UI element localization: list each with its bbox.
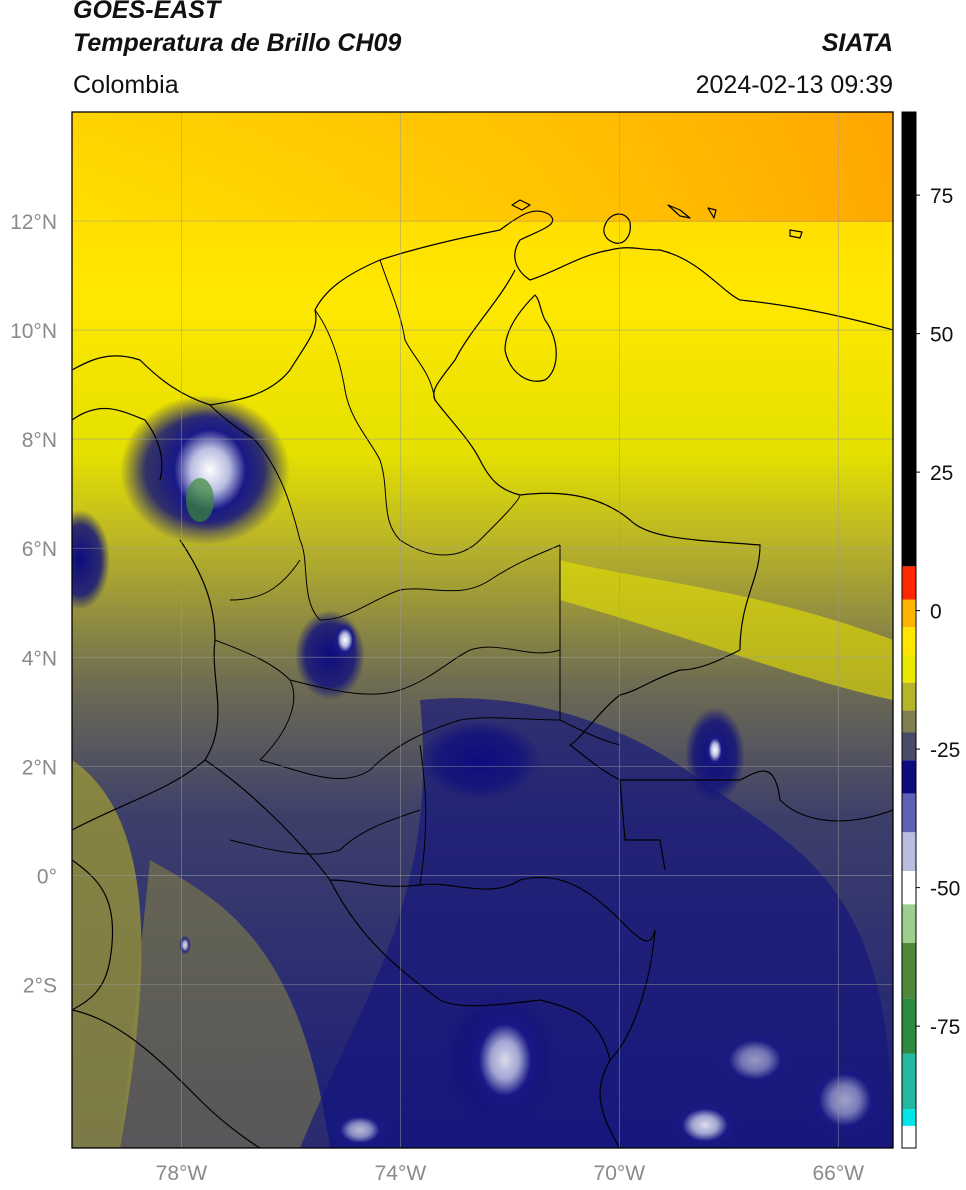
colorbar-tick-label: -75	[930, 1016, 960, 1039]
colorbar-tick-labels: 75 50 25 0 -25 -50 -75	[916, 185, 960, 1039]
lat-tick-label: 12°N	[10, 211, 57, 234]
pacific-coastline	[72, 539, 219, 831]
colorbar-tick-label: 50	[930, 324, 953, 347]
colorbar-tick-label: 0	[930, 601, 942, 624]
colorbar-tick-label: -25	[930, 739, 960, 762]
lon-tick-label: 66°W	[812, 1162, 864, 1185]
lat-tick-label: 2°S	[23, 974, 57, 997]
colorbar-tick-label: 25	[930, 462, 953, 485]
colombia-ecuador-border	[204, 759, 656, 942]
colorbar-segment	[902, 760, 916, 794]
colorbar-segment	[902, 710, 916, 733]
aruba-island	[511, 199, 531, 211]
colorbar-segment	[902, 1125, 916, 1148]
colombia-venezuela-border	[433, 269, 761, 651]
paraguana-peninsula	[603, 213, 631, 244]
colorbar	[901, 111, 917, 1149]
lat-tick-label: 0°	[37, 865, 57, 888]
colorbar-segment	[902, 112, 916, 567]
colombia-brazil-border	[569, 649, 741, 871]
colorbar-segment	[902, 627, 916, 655]
product-title: Temperatura de Brillo CH09	[73, 29, 402, 57]
ecuador-peru-border	[329, 879, 611, 1061]
colorbar-segment	[902, 1053, 916, 1110]
colorbar-segment	[902, 870, 916, 905]
region-label: Colombia	[73, 71, 179, 99]
lon-tick-label: 70°W	[594, 1162, 646, 1185]
colorbar-segment	[902, 998, 916, 1054]
peru-coast	[72, 1009, 261, 1148]
colorbar-frame	[901, 111, 917, 1149]
colorbar-segment	[902, 654, 916, 683]
colorbar-segment	[902, 732, 916, 761]
colorbar-segment	[902, 832, 916, 871]
ecuador-coast	[72, 859, 114, 1011]
latitude-labels: 12°N 10°N 8°N 6°N 4°N 2°N 0° 2°S	[10, 211, 57, 997]
satellite-imagery	[72, 112, 893, 1148]
brazil-venezuela-border	[620, 770, 893, 822]
coastlines-and-borders	[72, 199, 893, 1148]
longitude-labels: 78°W 74°W 70°W 66°W	[156, 1162, 865, 1185]
bonaire-island	[707, 207, 717, 219]
lat-tick-label: 10°N	[10, 320, 57, 343]
organization-label: SIATA	[821, 29, 893, 57]
timestamp-label: 2024-02-13 09:39	[695, 71, 893, 99]
colorbar-tick-label: 75	[930, 185, 953, 208]
panama-coastline	[72, 355, 256, 441]
satellite-title: GOES-EAST	[73, 0, 221, 24]
colorbar-tick-label: -50	[930, 878, 960, 901]
curacao-island	[667, 204, 691, 219]
lon-tick-label: 74°W	[375, 1162, 427, 1185]
map-frame	[71, 111, 894, 1149]
colorbar-segment	[902, 943, 916, 999]
colorbar-segment	[902, 793, 916, 833]
margarita-island	[789, 229, 803, 239]
panama-south-coast	[72, 407, 163, 481]
lat-tick-label: 8°N	[22, 429, 57, 452]
colorbar-segment	[902, 566, 916, 600]
lat-tick-label: 2°N	[22, 756, 57, 779]
colorbar-segment	[902, 904, 916, 944]
caribbean-coastline	[209, 210, 893, 406]
graticule	[72, 112, 893, 1148]
colorbar-segment	[902, 1109, 916, 1126]
colorbar-segment	[902, 682, 916, 711]
colorbar-segment	[902, 599, 916, 628]
lat-tick-label: 4°N	[22, 647, 57, 670]
lat-tick-label: 6°N	[22, 538, 57, 561]
lon-tick-label: 78°W	[156, 1162, 208, 1185]
